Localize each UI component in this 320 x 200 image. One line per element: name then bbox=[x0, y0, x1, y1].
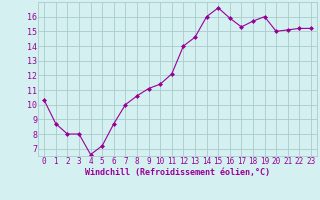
X-axis label: Windchill (Refroidissement éolien,°C): Windchill (Refroidissement éolien,°C) bbox=[85, 168, 270, 177]
